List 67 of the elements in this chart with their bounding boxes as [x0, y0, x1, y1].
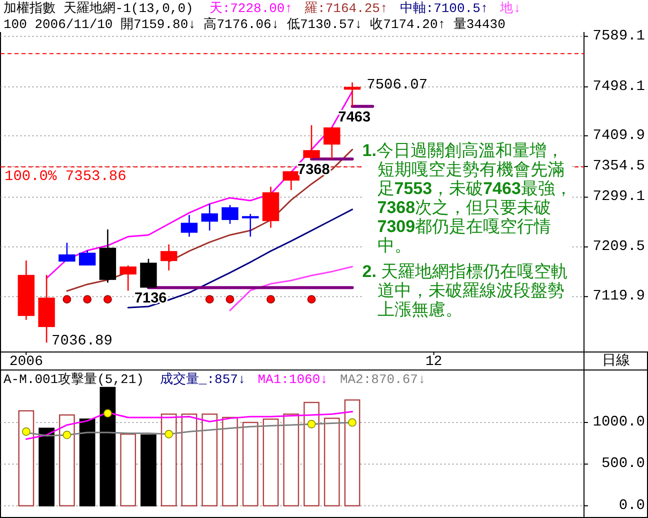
text: 羅:7164.25↑ — [304, 0, 388, 16]
candlestick — [324, 126, 340, 160]
bar — [304, 402, 320, 506]
y-tick-label: 500.0 — [601, 456, 645, 472]
ref-line-label: 100.0% 7353.86 — [4, 168, 126, 185]
bar — [160, 414, 177, 506]
chart-title: 加權指數 天羅地網-1(13,0,0) — [4, 0, 194, 16]
x-tick-label: 2006 — [9, 354, 43, 370]
text: 天:7228.00↑ — [209, 0, 293, 16]
bar — [222, 416, 238, 506]
annotation: 2. 天羅地網指標仍在嘎空軌道中，未破羅線波段盤勢上漲無慮。 — [362, 262, 568, 319]
bar — [140, 434, 156, 506]
bar — [344, 399, 360, 506]
chart-subtitle: 100 2006/11/10 開7159.80↓ 高7176.06↓ 低7130.57↓ 收7174.20↑ 量34430 — [4, 16, 506, 32]
bar — [181, 414, 198, 506]
point — [164, 430, 174, 438]
bar — [120, 434, 136, 506]
candlestick — [201, 203, 218, 232]
y-tick-label: 1000.0 — [592, 414, 645, 430]
chart-title: A-M.001攻擊量(5,21) — [4, 372, 144, 386]
text: 1.今日過關創高溫和量增，短期嘎空走勢有機會先滿足7553，未破7463最強，7368次之，但只要未破7309都仍是在嘎空行情中。 — [362, 140, 572, 255]
annotation: 7506.07 — [366, 77, 428, 94]
y-tick-label: 7354.5 — [592, 158, 645, 174]
y-tick-label: 0.0 — [618, 498, 645, 514]
point — [62, 430, 72, 440]
y-tick-label: 7299.1 — [592, 189, 645, 206]
bar — [242, 422, 258, 506]
bar — [79, 418, 96, 506]
point — [104, 409, 112, 418]
bar — [262, 418, 279, 506]
annotation: 7036.89 — [52, 334, 112, 350]
bar — [202, 414, 218, 506]
y-tick-label: 7209.5 — [592, 238, 645, 255]
bar — [100, 386, 116, 506]
text: MA2:870.67↓ — [340, 372, 426, 386]
text: 地↓ — [499, 0, 521, 16]
candlestick — [222, 204, 238, 225]
candlestick — [180, 214, 198, 238]
line-series — [127, 208, 354, 308]
y-tick-label: 7589.1 — [592, 28, 645, 44]
series-label: 7136 — [134, 290, 167, 307]
candlestick — [58, 242, 76, 262]
bar — [38, 428, 54, 506]
text: MA1:1060↓ — [258, 372, 328, 386]
candlestick — [160, 244, 178, 272]
point — [348, 418, 356, 427]
y-tick-label: 7498.1 — [592, 78, 645, 95]
point — [22, 427, 30, 436]
x-axis-title: 日線 — [602, 352, 630, 370]
bar — [324, 418, 340, 506]
line-series — [229, 266, 354, 312]
point — [307, 420, 316, 428]
candlestick — [78, 250, 96, 266]
y-tick-label: 7119.9 — [592, 288, 645, 305]
candlestick — [303, 124, 320, 160]
candlestick — [282, 170, 300, 191]
y-tick-label: 7409.9 — [592, 128, 645, 144]
candlestick — [242, 213, 259, 238]
text: 成交量_:857↓ — [160, 370, 246, 386]
series-label: 7463 — [338, 109, 371, 126]
bar — [59, 414, 75, 506]
line-series — [25, 410, 354, 440]
x-tick-label: 12 — [425, 354, 442, 370]
bar — [18, 410, 34, 506]
text: 中軸:7100.5↑ — [400, 0, 488, 16]
candlestick — [120, 264, 136, 292]
bar — [283, 414, 300, 506]
